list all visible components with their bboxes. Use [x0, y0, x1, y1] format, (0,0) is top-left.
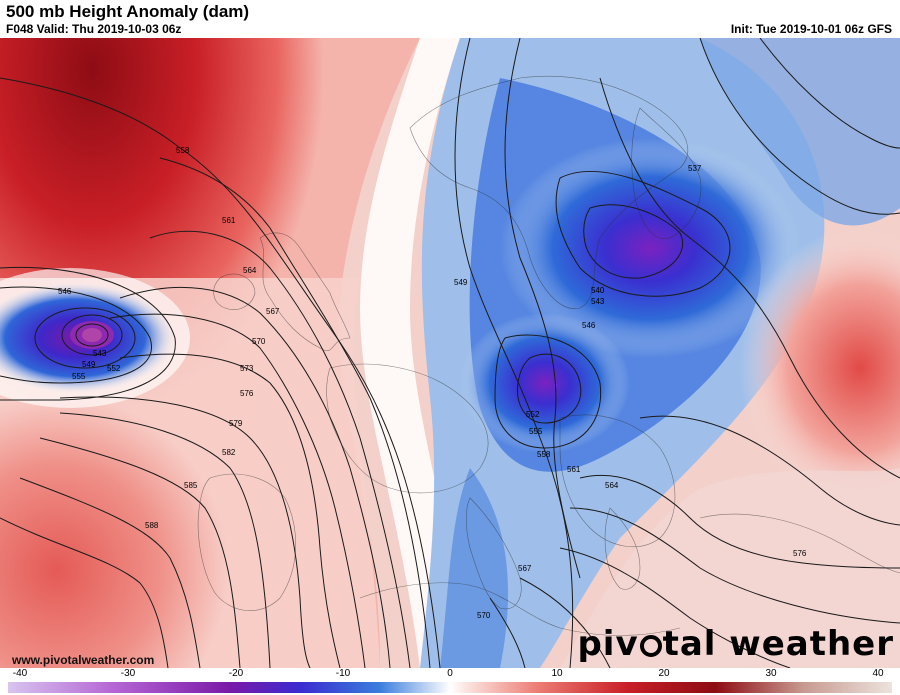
contour-label: 537 — [688, 164, 702, 173]
contour-label: 543 — [93, 349, 107, 358]
contour-label: 576 — [240, 389, 254, 398]
contour-label: 561 — [567, 465, 581, 474]
init-time: Init: Tue 2019-10-01 06z GFS — [730, 22, 892, 36]
contour-label: 582 — [222, 448, 236, 457]
contour-label: 549 — [82, 360, 96, 369]
contour-label: 570 — [477, 611, 491, 620]
contour-label: 555 — [529, 427, 543, 436]
anomaly-map: 558 561 564 567 570 573 576 579 582 585 … — [0, 38, 900, 668]
colorbar-tick: -20 — [228, 668, 244, 679]
colorbar-tick: 20 — [658, 668, 670, 679]
contour-label: 552 — [107, 364, 121, 373]
colorbar-tick: -10 — [335, 668, 351, 679]
colorbar-tick: 30 — [765, 668, 777, 679]
contour-label: 540 — [591, 286, 605, 295]
contour-label: 564 — [243, 266, 257, 275]
colorbar — [8, 682, 892, 693]
brand-o-icon — [639, 635, 662, 657]
contour-label: 588 — [145, 521, 159, 530]
contour-label: 585 — [184, 481, 198, 490]
contour-label: 546 — [58, 287, 72, 296]
contour-label: 573 — [240, 364, 254, 373]
brand-text-left: piv — [577, 624, 639, 664]
colorbar-tick: -40 — [12, 668, 28, 679]
contour-labels: 558 561 564 567 570 573 576 579 582 585 … — [58, 146, 807, 620]
contour-label: 546 — [582, 321, 596, 330]
brand-logo: piv tal weather — [577, 624, 894, 664]
colorbar-tick: 10 — [551, 668, 563, 679]
header-bar: 500 mb Height Anomaly (dam) F048 Valid: … — [0, 0, 900, 38]
contour-label: 576 — [793, 549, 807, 558]
colorbar-tick: 40 — [872, 668, 884, 679]
contour-label: 558 — [537, 450, 551, 459]
contour-label: 552 — [526, 410, 540, 419]
contour-label: 558 — [176, 146, 190, 155]
contour-label: 549 — [454, 278, 468, 287]
website-url: www.pivotalweather.com — [12, 653, 155, 667]
colorbar-ticks: -40 -30 -20 -10 0 10 20 30 40 — [0, 668, 900, 681]
coastlines — [197, 75, 900, 636]
contour-label: 543 — [591, 297, 605, 306]
contour-label: 561 — [222, 216, 236, 225]
contour-label: 570 — [252, 337, 266, 346]
colorbar-tick: -30 — [120, 668, 136, 679]
height-contours — [0, 38, 900, 668]
contour-label: 564 — [605, 481, 619, 490]
contour-label: 555 — [72, 372, 86, 381]
contour-label: 567 — [266, 307, 280, 316]
map-title: 500 mb Height Anomaly (dam) — [6, 2, 250, 21]
valid-time: F048 Valid: Thu 2019-10-03 06z — [6, 22, 182, 36]
contour-label: 567 — [518, 564, 532, 573]
colorbar-tick: 0 — [447, 668, 453, 679]
brand-text-right: tal weather — [662, 624, 894, 664]
contour-label: 579 — [229, 419, 243, 428]
